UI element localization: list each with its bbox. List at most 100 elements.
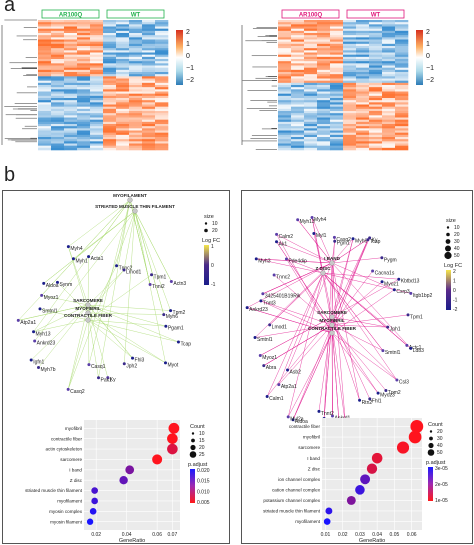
heatmap-cell xyxy=(304,67,318,71)
term-label: ion channel complex xyxy=(278,477,321,482)
heatmap-cell xyxy=(356,124,370,127)
heatmap-cell xyxy=(291,113,305,116)
heatmap-cell xyxy=(77,145,91,149)
heatmap-cell xyxy=(116,43,130,47)
size-legend-value: 30 xyxy=(454,239,460,245)
heatmap-cell xyxy=(343,67,357,71)
heatmap-cell xyxy=(278,98,292,101)
color-scale-tick: 1 xyxy=(186,41,190,48)
heatmap-cell xyxy=(356,24,370,27)
heatmap-cell xyxy=(395,30,409,34)
gene-label: Jph1 xyxy=(390,327,401,333)
heatmap-cell xyxy=(90,28,104,32)
heatmap-cell xyxy=(129,69,143,73)
heatmap-cell xyxy=(155,104,169,107)
heatmap-cell xyxy=(51,80,65,84)
heatmap-cell xyxy=(395,39,409,42)
heatmap-cell xyxy=(64,143,78,146)
gene-node xyxy=(148,283,152,287)
heatmap-cell xyxy=(103,139,117,142)
heatmap-cell xyxy=(291,43,305,47)
group-header-box xyxy=(281,9,340,19)
heatmap-cell xyxy=(77,33,91,36)
heatmap-cell xyxy=(142,89,156,92)
heatmap-cell xyxy=(90,100,104,103)
heatmap-cell xyxy=(38,20,52,23)
gene-label: Atp2a1 xyxy=(281,384,297,390)
heatmap-cell xyxy=(356,93,370,97)
heatmap-cell xyxy=(90,74,104,77)
heatmap-cell xyxy=(116,98,130,101)
heatmap-cell xyxy=(278,124,292,127)
gene-label: Casq2 xyxy=(336,237,351,243)
heatmap-cell xyxy=(382,80,396,84)
heatmap-cell xyxy=(64,113,78,116)
heatmap-cell xyxy=(129,108,143,112)
heatmap-cell xyxy=(330,117,344,120)
heatmap-cell xyxy=(129,50,143,53)
heatmap-cell xyxy=(330,37,344,40)
heatmap-cell xyxy=(155,39,169,42)
heatmap-cell xyxy=(90,76,104,79)
heatmap-cell xyxy=(51,102,65,105)
heatmap-cell xyxy=(103,82,117,86)
heatmap-cell xyxy=(330,93,344,97)
heatmap-cell xyxy=(51,98,65,101)
heatmap-cell xyxy=(304,113,318,116)
heatmap-cell xyxy=(330,41,344,45)
dotplot-point xyxy=(91,497,98,505)
heatmap-cell xyxy=(77,115,91,118)
network-edge xyxy=(87,304,166,327)
heatmap-cell xyxy=(90,111,104,114)
gene-label: Myh6 xyxy=(355,238,367,244)
heatmap-cell xyxy=(330,61,344,64)
heatmap-cell xyxy=(129,143,143,146)
heatmap-cell xyxy=(51,39,65,42)
network-edge xyxy=(276,234,333,334)
gene-node xyxy=(406,313,410,317)
heatmap-cell xyxy=(382,82,396,86)
network-edge xyxy=(87,269,125,306)
heatmap-cell xyxy=(155,89,169,92)
heatmap-cell xyxy=(291,89,305,92)
heatmap-cell xyxy=(64,137,78,140)
heatmap-cell xyxy=(51,115,65,118)
heatmap-cell xyxy=(116,113,130,116)
heatmap-cell xyxy=(369,137,383,140)
heatmap-cell xyxy=(317,119,331,123)
heatmap-cell xyxy=(103,63,117,66)
heatmap-cell xyxy=(304,26,318,29)
dotplot-point xyxy=(325,507,333,515)
heatmap-cell xyxy=(395,72,409,75)
heatmap-cell xyxy=(51,59,65,62)
heatmap-cell xyxy=(77,37,91,40)
gene-label: Pgam1 xyxy=(168,326,184,332)
heatmap-cell xyxy=(116,52,130,55)
heatmap-cell xyxy=(291,39,305,42)
network-edge xyxy=(87,269,125,314)
network-edge xyxy=(331,237,370,326)
heatmap-cell xyxy=(356,63,370,66)
term-label: SARCOMERE xyxy=(317,310,347,315)
gene-label: Pgm1 xyxy=(337,241,350,247)
gene-node xyxy=(409,346,413,350)
network-edge xyxy=(260,316,333,356)
heatmap-cell xyxy=(317,126,331,129)
heatmap-cell xyxy=(77,102,91,105)
heatmap-cell xyxy=(38,91,52,94)
heatmap-cell xyxy=(155,35,169,38)
term-node xyxy=(85,310,91,316)
heatmap-cell xyxy=(51,37,65,40)
heatmap-cell xyxy=(77,28,91,32)
heatmap-cell xyxy=(90,52,104,55)
network-edge xyxy=(331,324,387,391)
padj-legend-title: p.adjust xyxy=(188,462,208,468)
heatmap-cell xyxy=(395,102,409,105)
heatmap-cell xyxy=(103,52,117,55)
heatmap-cell xyxy=(330,78,344,81)
heatmap-cell xyxy=(317,115,331,118)
heatmap-cell xyxy=(395,119,409,123)
heatmap-cell xyxy=(155,106,169,110)
padj-legend-tick: 2e-05 xyxy=(435,482,448,488)
network-edge xyxy=(276,234,333,264)
